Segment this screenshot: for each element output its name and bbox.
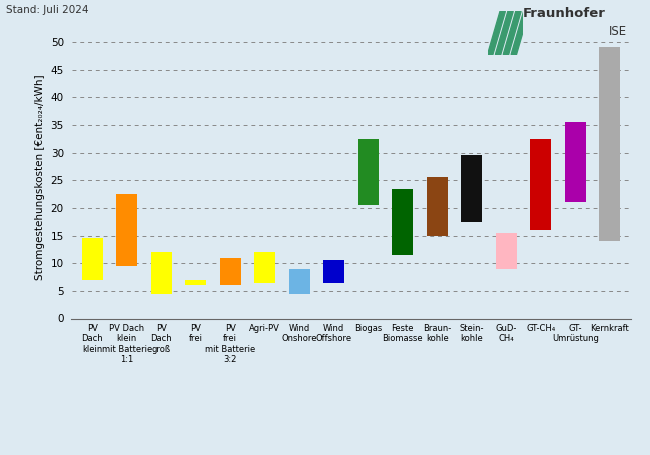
Bar bbox=[462, 155, 482, 222]
Bar bbox=[82, 238, 103, 280]
Bar bbox=[254, 252, 275, 283]
Polygon shape bbox=[503, 11, 521, 55]
Polygon shape bbox=[495, 11, 514, 55]
Bar bbox=[565, 122, 586, 202]
Bar bbox=[289, 269, 309, 293]
Text: Fraunhofer: Fraunhofer bbox=[523, 7, 606, 20]
Bar bbox=[599, 47, 620, 241]
Text: Stand: Juli 2024: Stand: Juli 2024 bbox=[6, 5, 89, 15]
Bar bbox=[151, 252, 172, 293]
Bar bbox=[220, 258, 240, 285]
Bar bbox=[496, 233, 517, 269]
Bar bbox=[324, 260, 344, 283]
Text: ISE: ISE bbox=[609, 25, 627, 38]
Bar bbox=[427, 177, 448, 236]
Polygon shape bbox=[511, 11, 529, 55]
Polygon shape bbox=[488, 11, 506, 55]
Y-axis label: Stromgestehungskosten [€ent₂₀₂₄/kWh]: Stromgestehungskosten [€ent₂₀₂₄/kWh] bbox=[35, 75, 45, 280]
Bar bbox=[358, 139, 378, 205]
Bar bbox=[185, 280, 206, 285]
Bar bbox=[530, 139, 551, 230]
Bar bbox=[116, 194, 137, 266]
Bar bbox=[393, 188, 413, 255]
